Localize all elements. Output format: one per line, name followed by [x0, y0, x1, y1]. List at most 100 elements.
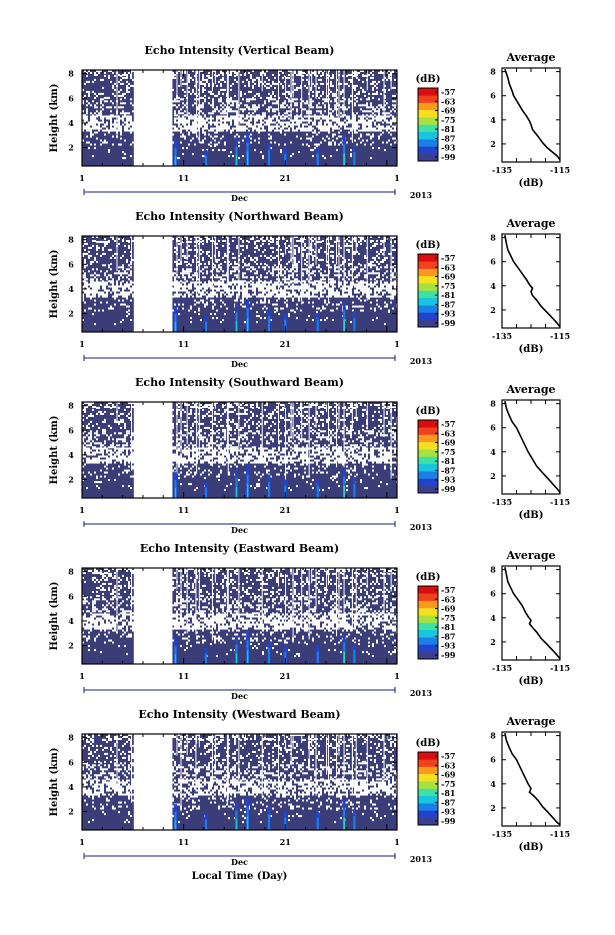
- height-tick-label: 4: [68, 118, 74, 128]
- day-tick-label: 11: [178, 837, 189, 847]
- x-axis-label: Local Time (Day): [192, 871, 288, 882]
- data-gap: [134, 70, 173, 166]
- average-x-label: (dB): [519, 344, 544, 355]
- average-y-tick-label: 4: [490, 779, 496, 789]
- average-x-tick-label: -115: [550, 663, 570, 673]
- average-x-tick-label: -135: [492, 829, 512, 839]
- average-y-tick-label: 8: [490, 67, 496, 77]
- colorbar-unit: (dB): [416, 738, 441, 749]
- panel-5: Echo Intensity (Westward Beam)2468Height…: [49, 708, 570, 867]
- height-tick-label: 8: [68, 69, 74, 79]
- month-label: Dec: [231, 525, 248, 535]
- average-y-tick-label: 4: [490, 613, 496, 623]
- average-y-tick-label: 2: [490, 637, 496, 647]
- day-tick-label: 11: [178, 173, 189, 183]
- average-y-tick-label: 6: [490, 423, 496, 433]
- day-tick-label: 21: [280, 339, 291, 349]
- colorbar-segment: [418, 305, 438, 313]
- colorbar-segment: [418, 103, 438, 111]
- day-tick-label: 1: [79, 339, 85, 349]
- colorbar-segment: [418, 435, 438, 443]
- colorbar-unit: (dB): [416, 240, 441, 251]
- day-tick-label: 21: [280, 671, 291, 681]
- colorbar-segment: [418, 139, 438, 147]
- year-label: 2013: [410, 190, 433, 200]
- average-x-tick-label: -115: [550, 165, 570, 175]
- year-label: 2013: [410, 854, 433, 864]
- day-tick-label: 1: [394, 339, 400, 349]
- height-tick-label: 6: [68, 259, 74, 269]
- colorbar-segment: [418, 781, 438, 789]
- average-y-tick-label: 2: [490, 471, 496, 481]
- day-tick-label: 1: [79, 173, 85, 183]
- average-x-tick-label: -135: [492, 331, 512, 341]
- colorbar-unit: (dB): [416, 572, 441, 583]
- height-tick-label: 2: [68, 641, 74, 651]
- echo-heatmap: [82, 70, 398, 166]
- average-y-tick-label: 4: [490, 281, 496, 291]
- average-x-tick-label: -135: [492, 165, 512, 175]
- average-x-label: (dB): [519, 510, 544, 521]
- height-tick-label: 8: [68, 733, 74, 743]
- average-x-tick-label: -115: [550, 331, 570, 341]
- height-axis-label: Height (km): [49, 250, 60, 319]
- height-tick-label: 2: [68, 143, 74, 153]
- average-x-label: (dB): [519, 842, 544, 853]
- height-tick-label: 6: [68, 591, 74, 601]
- average-y-tick-label: 8: [490, 731, 496, 741]
- day-tick-label: 1: [394, 837, 400, 847]
- average-y-tick-label: 8: [490, 565, 496, 575]
- colorbar-segment: [418, 291, 438, 299]
- echo-heatmap: [82, 568, 398, 664]
- day-tick-label: 1: [79, 505, 85, 515]
- height-tick-label: 6: [68, 757, 74, 767]
- colorbar-segment: [418, 637, 438, 645]
- average-title: Average: [505, 51, 555, 64]
- day-tick-label: 1: [394, 671, 400, 681]
- data-gap: [134, 734, 173, 830]
- colorbar-tick-label: -99: [441, 152, 456, 162]
- colorbar-segment: [418, 449, 438, 457]
- height-tick-label: 4: [68, 782, 74, 792]
- height-tick-label: 2: [68, 309, 74, 319]
- average-y-tick-label: 2: [490, 305, 496, 315]
- height-tick-label: 6: [68, 93, 74, 103]
- panel-title: Echo Intensity (Vertical Beam): [144, 44, 334, 57]
- average-x-tick-label: -135: [492, 497, 512, 507]
- average-y-tick-label: 6: [490, 91, 496, 101]
- colorbar-segment: [418, 623, 438, 631]
- year-label: 2013: [410, 356, 433, 366]
- colorbar-segment: [418, 283, 438, 291]
- colorbar-tick-label: -99: [441, 650, 456, 660]
- average-y-tick-label: 2: [490, 139, 496, 149]
- day-tick-label: 1: [79, 671, 85, 681]
- average-title: Average: [505, 217, 555, 230]
- colorbar-unit: (dB): [416, 74, 441, 85]
- echo-heatmap: [82, 402, 398, 498]
- data-gap: [134, 568, 173, 664]
- average-x-label: (dB): [519, 676, 544, 687]
- echo-heatmap: [82, 236, 398, 332]
- height-tick-label: 8: [68, 401, 74, 411]
- colorbar-tick-label: -99: [441, 484, 456, 494]
- month-label: Dec: [231, 193, 248, 203]
- colorbar-segment: [418, 803, 438, 811]
- colorbar-segment: [418, 269, 438, 277]
- colorbar-tick-label: -99: [441, 816, 456, 826]
- month-label: Dec: [231, 857, 248, 867]
- average-x-tick-label: -115: [550, 829, 570, 839]
- height-axis-label: Height (km): [49, 748, 60, 817]
- day-tick-label: 21: [280, 173, 291, 183]
- panel-title: Echo Intensity (Eastward Beam): [140, 542, 339, 555]
- height-tick-label: 2: [68, 807, 74, 817]
- height-axis-label: Height (km): [49, 416, 60, 485]
- day-tick-label: 21: [280, 837, 291, 847]
- colorbar-segment: [418, 125, 438, 133]
- height-tick-label: 8: [68, 567, 74, 577]
- height-tick-label: 2: [68, 475, 74, 485]
- height-axis-label: Height (km): [49, 84, 60, 153]
- day-tick-label: 1: [79, 837, 85, 847]
- average-x-tick-label: -115: [550, 497, 570, 507]
- average-y-tick-label: 2: [490, 803, 496, 813]
